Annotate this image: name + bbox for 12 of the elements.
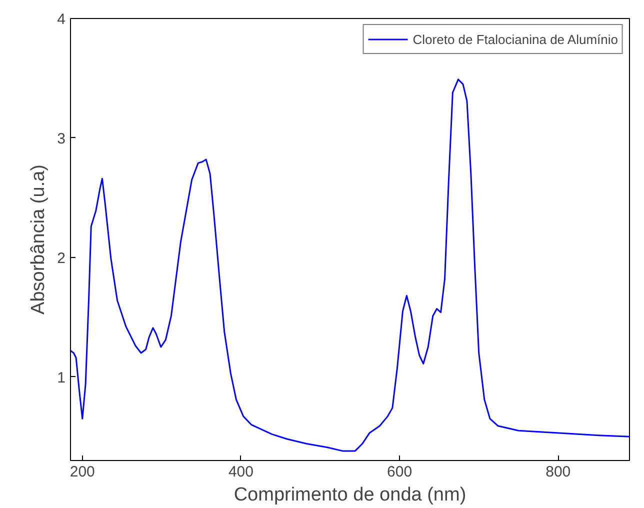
y-tick-label: 3 [57,130,66,148]
y-tick-label: 1 [57,369,66,386]
x-tick-label: 800 [546,464,571,480]
x-tick-label: 200 [70,464,95,480]
x-tick-label: 400 [228,464,254,480]
line-series [70,78,630,452]
legend-label: Cloreto de Ftalocianina de Alumínio [412,32,618,46]
y-tick-label: 4 [57,11,66,28]
y-tick-label: 2 [57,250,66,267]
y-axis-title: Absorbância (u.a) [28,164,50,314]
x-axis-title: Comprimento de onda (nm) [234,484,466,506]
x-tick-label: 600 [387,464,412,480]
